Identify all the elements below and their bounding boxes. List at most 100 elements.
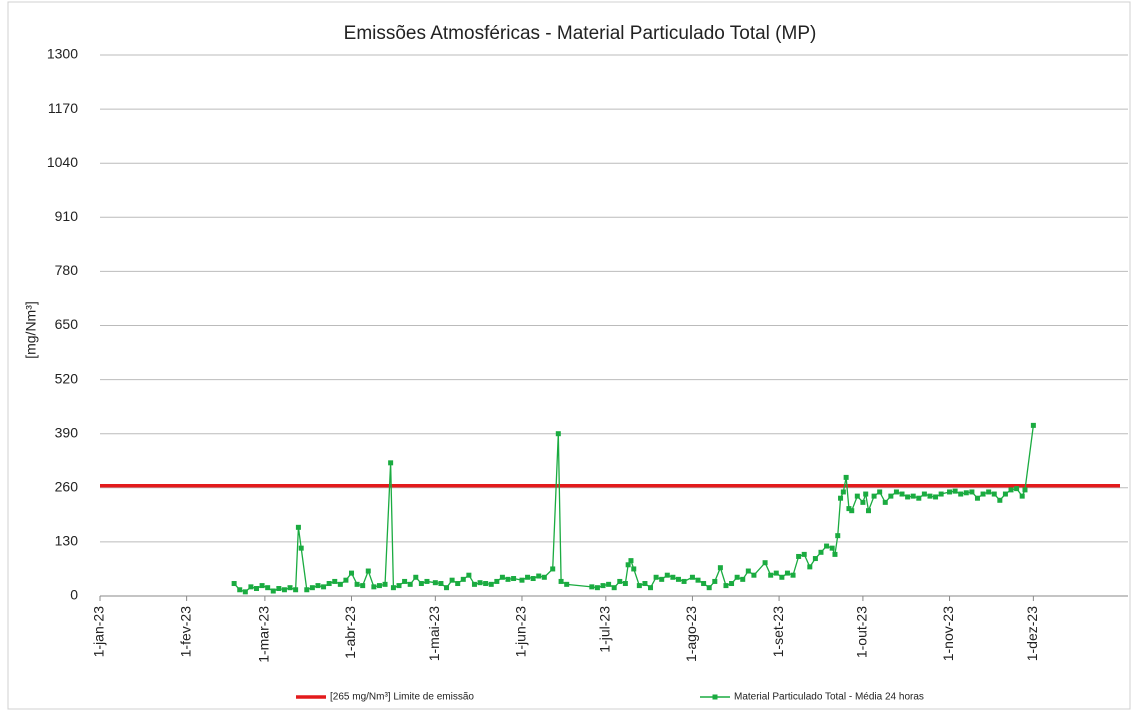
x-tick-label: 1-jul-23 xyxy=(597,606,613,653)
data-point xyxy=(818,549,824,555)
data-point xyxy=(237,587,243,593)
data-point xyxy=(438,581,444,587)
x-tick-label: 1-dez-23 xyxy=(1024,606,1040,661)
data-point xyxy=(910,493,916,499)
data-point xyxy=(499,574,505,580)
data-point xyxy=(488,581,494,587)
x-tick-label: 1-abr-23 xyxy=(342,606,358,659)
data-point xyxy=(952,488,958,494)
data-point xyxy=(253,586,259,592)
data-point xyxy=(276,586,282,592)
data-point xyxy=(670,574,676,580)
data-point xyxy=(784,570,790,576)
data-point xyxy=(519,577,525,583)
data-point xyxy=(541,574,547,580)
data-point xyxy=(927,493,933,499)
y-tick-label: 780 xyxy=(55,262,79,278)
x-tick-label: 1-out-23 xyxy=(854,606,870,658)
data-point xyxy=(600,583,606,589)
data-point xyxy=(807,564,813,570)
x-tick-label: 1-fev-23 xyxy=(177,606,193,658)
data-point xyxy=(1008,487,1014,493)
data-point xyxy=(477,580,483,586)
data-point xyxy=(916,495,922,501)
data-point xyxy=(986,489,992,495)
data-point xyxy=(734,574,740,580)
data-point xyxy=(432,580,438,586)
data-point xyxy=(664,572,670,578)
x-tick-label: 1-mai-23 xyxy=(426,606,442,661)
data-point xyxy=(536,573,542,579)
data-point xyxy=(779,574,785,580)
data-point xyxy=(829,545,835,551)
data-point xyxy=(617,578,623,584)
y-tick-label: 1300 xyxy=(47,46,78,62)
data-point xyxy=(1030,422,1036,428)
data-point xyxy=(1019,493,1025,499)
data-point xyxy=(675,576,681,582)
data-point xyxy=(371,584,377,590)
legend-label: [265 mg/Nm³] Limite de emissão xyxy=(330,692,474,703)
data-point xyxy=(444,585,450,591)
data-point xyxy=(636,583,642,589)
data-point xyxy=(997,497,1003,503)
data-point xyxy=(382,581,388,587)
data-point xyxy=(877,489,883,495)
data-point xyxy=(835,533,841,539)
y-tick-label: 0 xyxy=(70,587,78,603)
data-point xyxy=(974,495,980,501)
data-point xyxy=(309,585,315,591)
data-point xyxy=(455,581,461,587)
data-point xyxy=(969,489,975,495)
data-point xyxy=(958,491,964,497)
data-point xyxy=(354,581,360,587)
data-point xyxy=(745,568,751,574)
data-point xyxy=(796,553,802,559)
data-point xyxy=(729,581,735,587)
data-point xyxy=(865,508,871,514)
data-point xyxy=(558,578,564,584)
data-point xyxy=(349,570,355,576)
data-point xyxy=(242,589,248,595)
y-tick-label: 650 xyxy=(55,316,79,332)
data-point xyxy=(849,508,855,514)
data-point xyxy=(1002,491,1008,497)
data-point xyxy=(550,566,556,572)
data-point xyxy=(231,581,237,587)
data-point xyxy=(332,578,338,584)
data-point xyxy=(706,585,712,591)
x-tick-label: 1-mar-23 xyxy=(256,606,272,663)
data-point xyxy=(938,491,944,497)
data-point xyxy=(265,585,271,591)
data-point xyxy=(860,499,866,505)
chart-title: Emissões Atmosféricas - Material Particu… xyxy=(344,23,817,44)
data-point xyxy=(418,581,424,587)
x-tick-label: 1-ago-23 xyxy=(683,606,699,662)
y-axis-label: [mg/Nm³] xyxy=(23,301,39,359)
y-tick-label: 1040 xyxy=(47,154,78,170)
data-point xyxy=(270,588,276,594)
x-tick-label: 1-jan-23 xyxy=(91,606,107,658)
data-point xyxy=(606,581,612,587)
data-point xyxy=(893,489,899,495)
data-point xyxy=(315,583,321,589)
data-point xyxy=(701,581,707,587)
y-tick-label: 1170 xyxy=(48,100,78,116)
data-point xyxy=(882,499,888,505)
data-point xyxy=(388,460,394,466)
data-point xyxy=(888,493,894,499)
data-point xyxy=(717,565,723,571)
data-point xyxy=(407,581,413,587)
data-point xyxy=(832,551,838,557)
y-tick-label: 520 xyxy=(55,370,79,386)
data-point xyxy=(695,577,701,583)
data-point xyxy=(1022,487,1028,493)
data-point xyxy=(483,581,489,587)
data-point xyxy=(298,545,304,551)
data-point xyxy=(259,583,265,589)
data-point xyxy=(723,583,729,589)
data-point xyxy=(525,574,531,580)
data-point xyxy=(625,562,631,568)
data-point xyxy=(980,491,986,497)
data-point xyxy=(530,576,536,582)
